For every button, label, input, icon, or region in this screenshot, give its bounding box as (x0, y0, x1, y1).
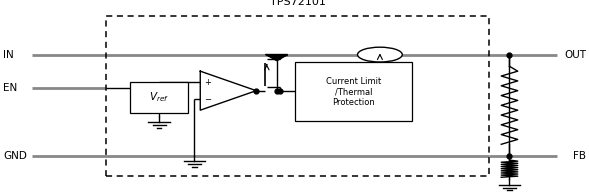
Bar (294, 62, 412, 121)
Circle shape (358, 47, 402, 62)
Text: Protection: Protection (332, 98, 375, 107)
Text: IN: IN (3, 50, 14, 60)
Bar (106, 16, 489, 176)
Text: −: − (204, 95, 211, 104)
Text: +: + (204, 78, 211, 87)
Text: FB: FB (573, 151, 586, 161)
Text: Current Limit: Current Limit (326, 77, 381, 86)
Text: $V_{ref}$: $V_{ref}$ (149, 91, 169, 104)
Polygon shape (266, 55, 287, 60)
Text: GND: GND (3, 151, 27, 161)
Text: /Thermal: /Thermal (335, 87, 372, 96)
Bar (130, 82, 188, 113)
Text: OUT: OUT (564, 50, 586, 60)
Text: TPS72101: TPS72101 (270, 0, 325, 7)
Text: EN: EN (3, 83, 17, 93)
